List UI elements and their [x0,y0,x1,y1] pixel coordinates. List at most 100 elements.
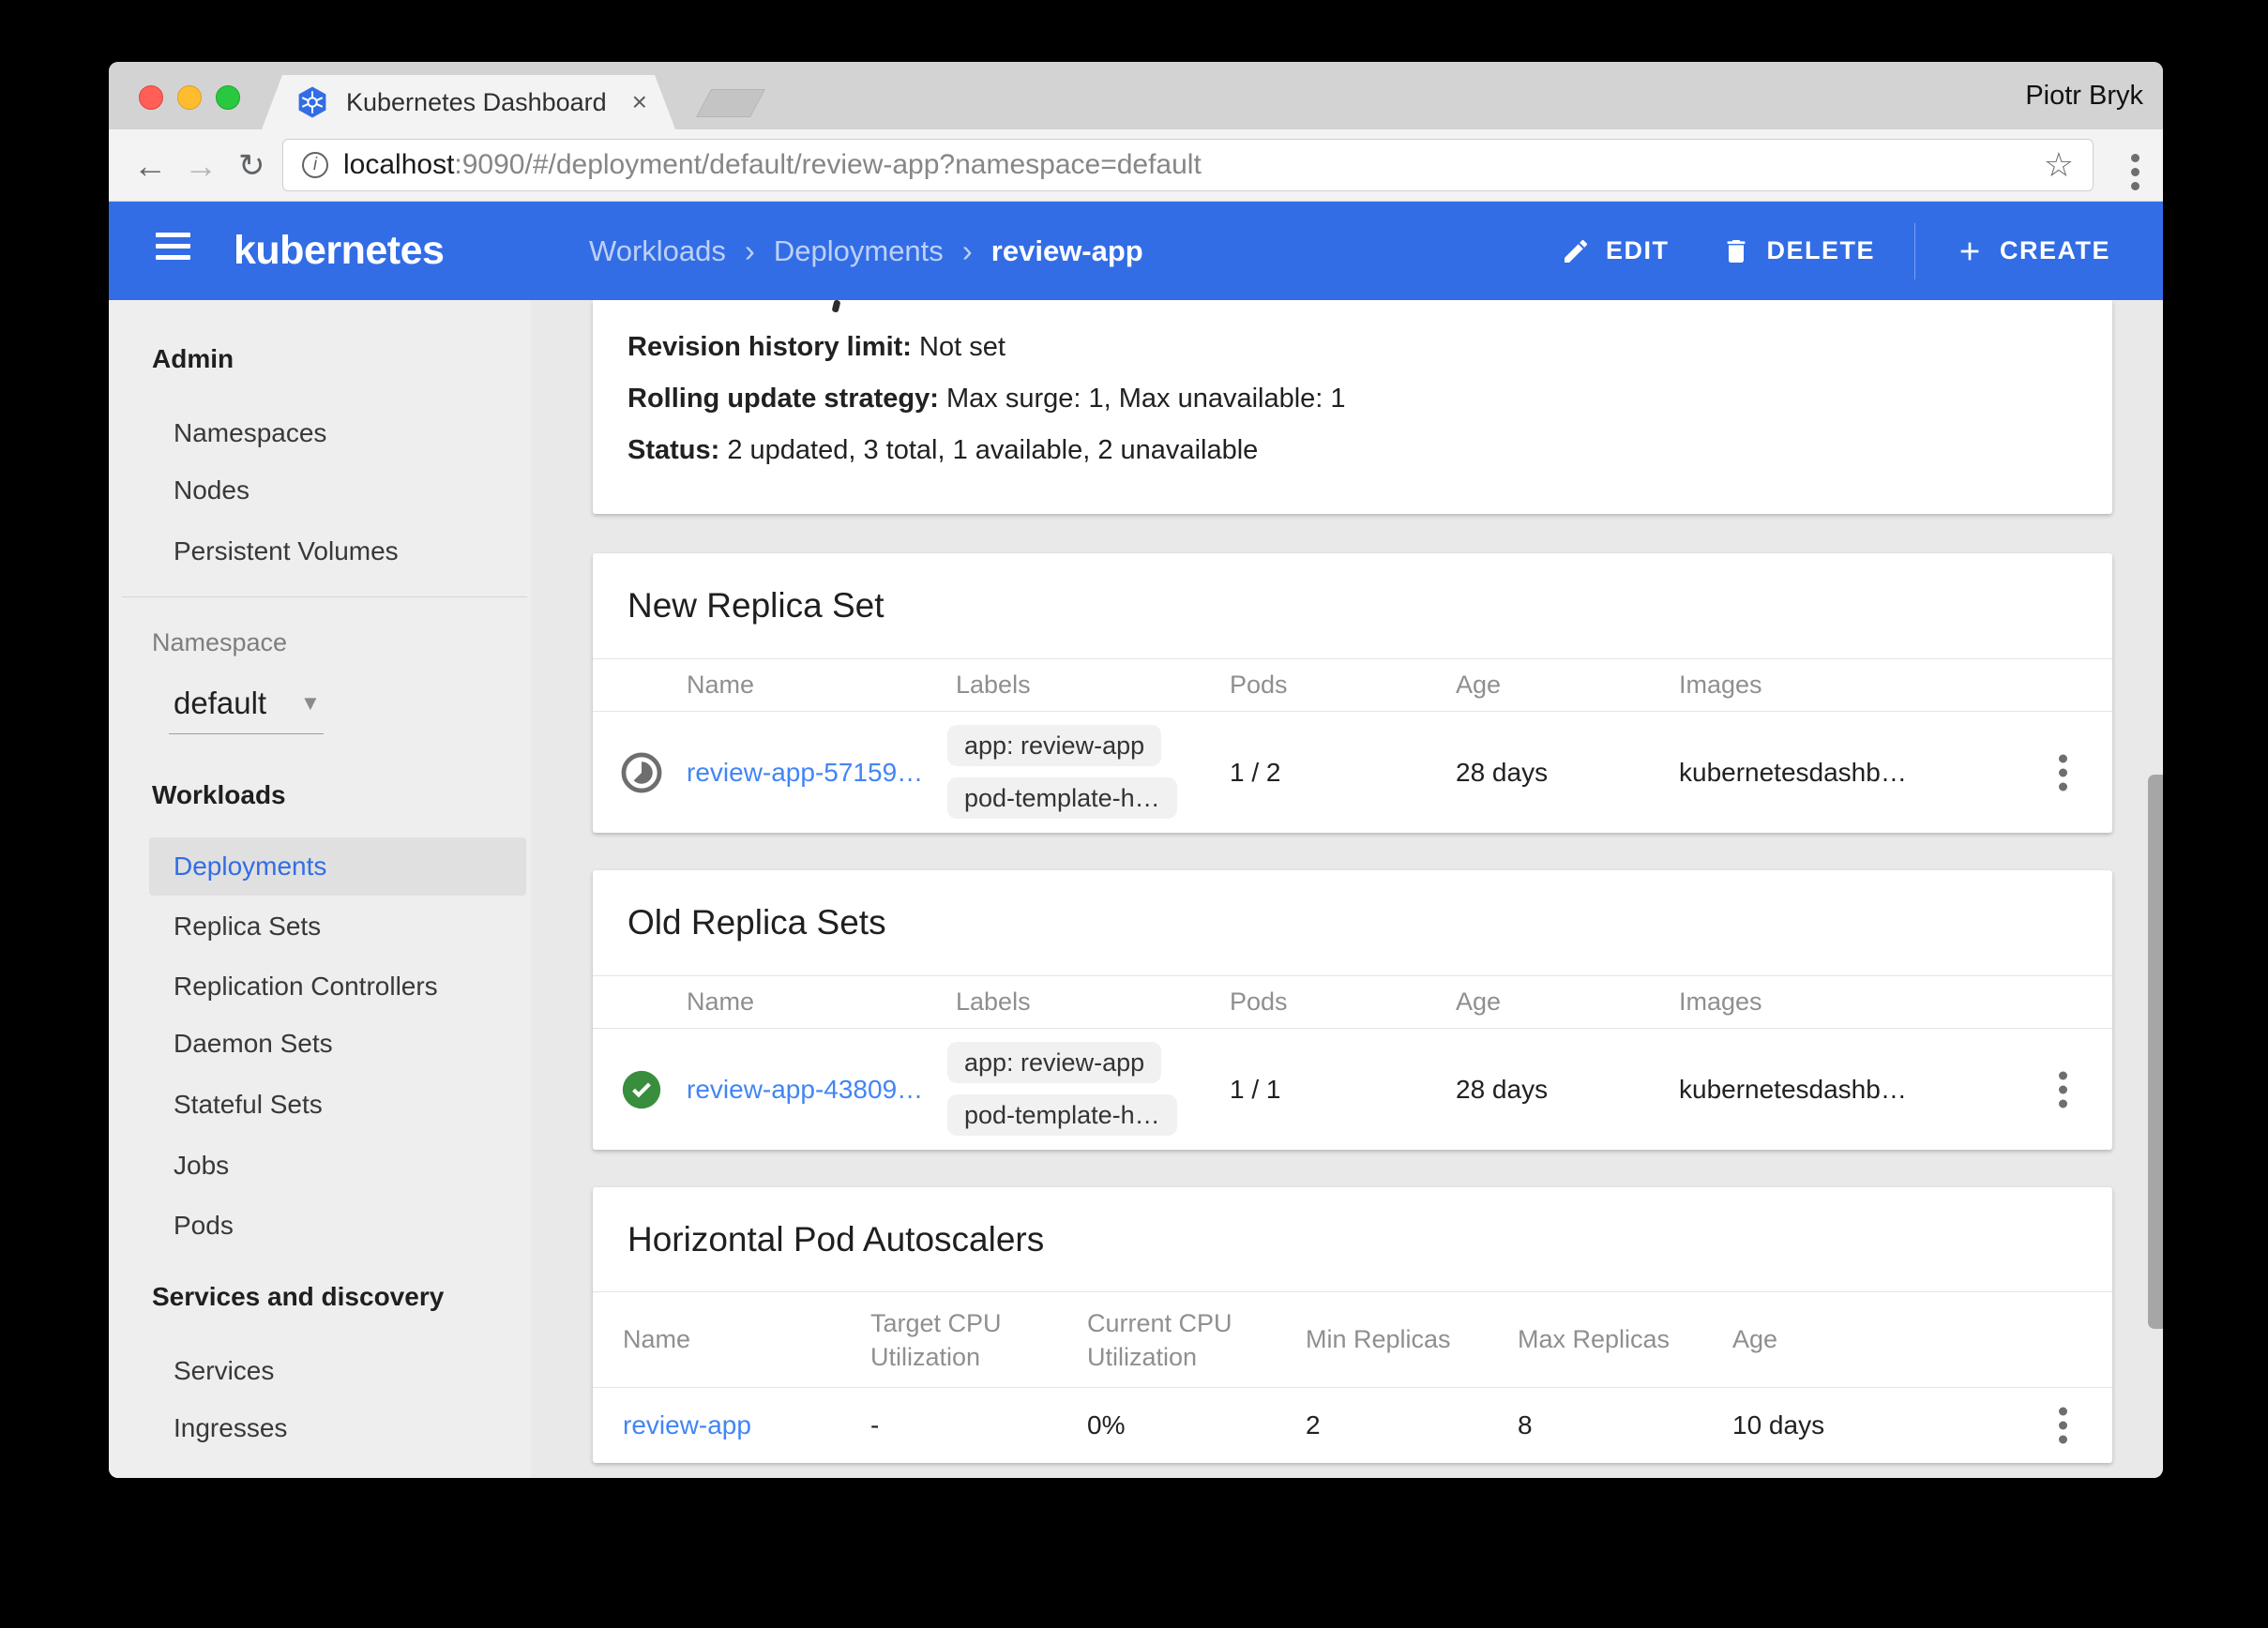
breadcrumb-current-page: review-app [990,234,1143,267]
label-chip: pod-template-h… [947,1094,1177,1136]
pods-cell: 1 / 1 [1230,1074,1281,1104]
reload-icon[interactable]: ↻ [238,147,265,184]
replica-set-link[interactable]: review-app-43809… [687,1074,924,1104]
url-text[interactable]: localhost:9090/#/deployment/default/revi… [343,149,2029,181]
sidebar-heading-admin: Admin [152,344,234,373]
images-cell: kubernetesdashb… [1679,1074,1907,1104]
table-row: review-app-43809… app: review-app pod-te… [593,1029,2112,1150]
url-path: :9090/#/deployment/default/review-app?na… [454,149,1202,180]
sidebar-item-ingresses[interactable]: Ingresses [174,1413,288,1442]
summary-value: Max surge: 1, Max unavailable: 1 [938,384,1346,414]
sidebar-item-replica-sets[interactable]: Replica Sets [174,912,322,941]
tab-close-icon[interactable]: × [631,87,647,116]
sidebar-item-namespaces[interactable]: Namespaces [174,418,327,447]
forward-icon[interactable]: → [184,145,218,185]
max-replicas-cell: 8 [1518,1410,1533,1440]
sidebar-nav: Admin Namespaces Nodes Persistent Volume… [109,300,531,1478]
main-panel: Revision history limit: Not set Rolling … [531,300,2163,1478]
sidebar-item-services[interactable]: Services [174,1356,275,1385]
column-header-images: Images [1679,671,1762,699]
browser-profile-name[interactable]: Piotr Bryk [2025,80,2143,111]
revision-history-limit-row: Revision history limit: Not set [627,328,2078,366]
column-header-age: Age [1456,987,1502,1016]
sidebar-item-persistent-volumes[interactable]: Persistent Volumes [174,536,399,565]
pending-status-icon [621,752,662,792]
url-address-bar[interactable]: i localhost:9090/#/deployment/default/re… [282,139,2094,191]
create-button-label: CREATE [1999,236,2110,264]
kubernetes-logo-icon [295,85,329,119]
card-title: Old Replica Sets [627,903,886,942]
breadcrumb: Workloads › Deployments › review-app [589,202,1143,300]
namespace-label: Namespace [152,628,288,656]
replica-set-link[interactable]: review-app-57159… [687,757,924,787]
new-tab-button[interactable] [696,89,765,117]
browser-tab[interactable]: Kubernetes Dashboard × [262,75,675,129]
status-row: Status: 2 updated, 3 total, 1 available,… [627,431,2078,469]
sidebar-item-pods[interactable]: Pods [174,1211,234,1240]
breadcrumb-workloads[interactable]: Workloads [589,234,726,267]
column-header-max-replicas: Max Replicas [1518,1325,1671,1353]
labels-cell: app: review-app pod-template-h… [947,725,1177,830]
actions-divider [1913,222,1915,279]
sidebar-item-stateful-sets[interactable]: Stateful Sets [174,1090,323,1119]
table-row: review-app-57159… app: review-app pod-te… [593,712,2112,833]
ok-status-icon [622,1070,661,1108]
column-header-name: Name [687,671,755,699]
breadcrumb-deployments[interactable]: Deployments [773,234,944,267]
window-zoom-button[interactable] [216,85,240,110]
column-header-age: Age [1456,671,1502,699]
table-header: Name Target CPU Utilization Current CPU … [593,1291,2112,1388]
sidebar-active-item-label: Deployments [174,852,327,881]
min-replicas-cell: 2 [1306,1410,1321,1440]
header-actions: EDIT DELETE CREATE [1561,202,2110,300]
column-header-current-cpu: Current CPU Utilization [1087,1308,1232,1371]
column-header-labels: Labels [956,671,1031,699]
sidebar-item-deployments-active[interactable]: Deployments [149,837,526,896]
hpa-link[interactable]: review-app [623,1410,751,1440]
row-menu-icon[interactable] [2058,748,2067,796]
namespace-select[interactable]: default ▼ [174,673,371,733]
window-minimize-button[interactable] [177,85,202,110]
bookmark-star-icon[interactable]: ☆ [2043,145,2074,184]
sidebar-divider [122,596,527,597]
label-chip: app: review-app [947,1042,1162,1083]
browser-menu-icon[interactable] [2129,148,2140,196]
tab-title: Kubernetes Dashboard [346,87,607,116]
page-scrollbar[interactable] [2148,775,2163,1329]
namespace-select-underline [169,733,324,734]
row-menu-icon[interactable] [2058,1065,2067,1113]
kubernetes-wordmark[interactable]: kubernetes [234,228,445,273]
edit-button[interactable]: EDIT [1561,236,1670,266]
sidebar-item-nodes[interactable]: Nodes [174,475,249,505]
label-chip: pod-template-h… [947,777,1177,819]
column-header-name: Name [687,987,755,1016]
create-button[interactable]: CREATE [1955,236,2110,266]
page-content: Admin Namespaces Nodes Persistent Volume… [109,300,2163,1478]
plus-icon [1960,242,1979,260]
sidebar-item-replication-controllers[interactable]: Replication Controllers [174,972,438,1001]
horizontal-pod-autoscalers-card: Horizontal Pod Autoscalers Name Target C… [593,1187,2112,1463]
summary-value: Not set [911,332,1005,362]
old-replica-sets-card: Old Replica Sets Name Labels Pods Age Im… [593,870,2112,1150]
sidebar-item-daemon-sets[interactable]: Daemon Sets [174,1029,333,1058]
new-replica-set-card: New Replica Set Name Labels Pods Age Ima… [593,553,2112,833]
back-icon[interactable]: ← [133,145,167,185]
current-cpu-cell: 0% [1087,1410,1126,1440]
sidebar-item-jobs[interactable]: Jobs [174,1151,230,1180]
url-host: localhost [343,149,455,180]
column-header-min-replicas: Min Replicas [1306,1325,1451,1353]
row-menu-icon[interactable] [2058,1402,2067,1450]
delete-button[interactable]: DELETE [1721,236,1875,266]
edit-button-label: EDIT [1605,236,1670,264]
table-header: Name Labels Pods Age Images [593,975,2112,1029]
app-header: kubernetes Workloads › Deployments › rev… [109,202,2163,300]
target-cpu-cell: - [870,1410,880,1440]
page-info-icon[interactable]: i [302,152,328,178]
rolling-update-strategy-row: Rolling update strategy: Max surge: 1, M… [627,380,2078,417]
label-chip: app: review-app [947,725,1162,766]
hamburger-menu-icon[interactable] [156,233,190,266]
chevron-right-icon: › [744,233,755,268]
window-close-button[interactable] [139,85,163,110]
chevron-right-icon: › [961,233,973,268]
tab-strip: Kubernetes Dashboard × Piotr Bryk [109,62,2163,129]
